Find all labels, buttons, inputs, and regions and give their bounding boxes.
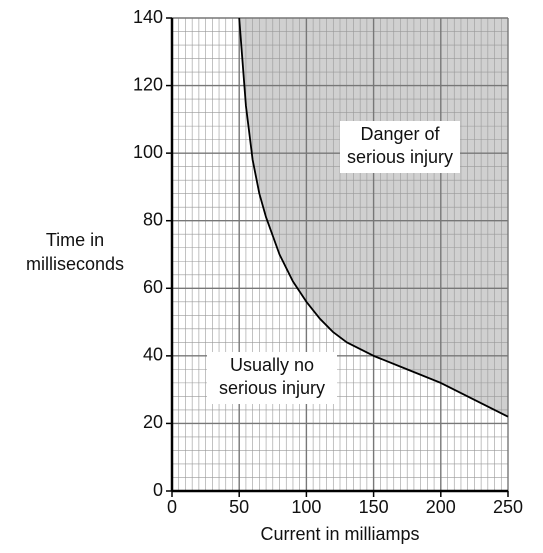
y-tick-label: 40 bbox=[143, 345, 163, 365]
annotation-text: Danger of bbox=[360, 124, 440, 144]
y-axis-label: Time in bbox=[46, 230, 104, 250]
y-tick-label: 20 bbox=[143, 412, 163, 432]
x-tick-label: 0 bbox=[167, 497, 177, 517]
annotation-box bbox=[207, 352, 337, 404]
annotation-text: Usually no bbox=[230, 355, 314, 375]
x-tick-label: 200 bbox=[426, 497, 456, 517]
x-tick-label: 150 bbox=[359, 497, 389, 517]
annotation-text: serious injury bbox=[347, 147, 453, 167]
boundary-curve bbox=[238, 17, 509, 418]
x-tick-label: 50 bbox=[229, 497, 249, 517]
y-tick-label: 80 bbox=[143, 209, 163, 229]
y-tick-label: 60 bbox=[143, 277, 163, 297]
x-tick-label: 100 bbox=[291, 497, 321, 517]
y-tick-label: 140 bbox=[133, 7, 163, 27]
y-axis-label: milliseconds bbox=[26, 254, 124, 274]
y-tick-label: 120 bbox=[133, 74, 163, 94]
x-tick-label: 250 bbox=[493, 497, 523, 517]
annotation-text: serious injury bbox=[219, 378, 325, 398]
y-tick-label: 100 bbox=[133, 142, 163, 162]
y-tick-label: 0 bbox=[153, 480, 163, 500]
x-axis-label: Current in milliamps bbox=[260, 524, 419, 544]
annotation-box bbox=[340, 121, 460, 173]
